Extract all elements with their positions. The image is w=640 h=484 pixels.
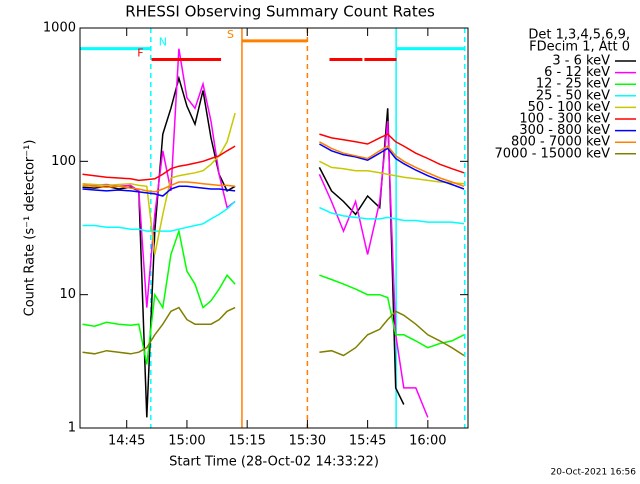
x-tick-label: 15:45 — [349, 434, 386, 449]
legend-header: Det 1,3,4,5,6,9, — [528, 28, 630, 43]
flag-label: N — [159, 36, 167, 49]
plot-frame — [79, 27, 469, 429]
y-tick-label: 1 — [68, 421, 76, 436]
legend-header: FDecim 1, Att 0 — [529, 40, 630, 55]
y-tick-label: 10 — [59, 287, 76, 302]
flag-label: S — [227, 28, 234, 41]
legend-label: 12 - 25 keV — [536, 77, 610, 92]
series-line — [82, 200, 465, 232]
chart-title: RHESSI Observing Summary Count Rates — [125, 3, 435, 21]
legend-label: 100 - 300 keV — [519, 112, 610, 127]
series-line — [82, 141, 465, 193]
series-line — [82, 133, 465, 182]
x-tick-label: 15:30 — [289, 434, 326, 449]
legend-label: 800 - 7000 keV — [511, 135, 610, 150]
legend-label: 300 - 800 keV — [519, 123, 610, 138]
legend-label: 3 - 6 keV — [552, 54, 610, 69]
legend-label: 25 - 50 keV — [536, 88, 610, 103]
flag-label: F — [137, 47, 143, 60]
series-line — [82, 112, 465, 255]
legend-label: 7000 - 15000 keV — [495, 146, 611, 161]
y-tick-label: 100 — [51, 154, 76, 169]
x-tick-label: 15:00 — [168, 434, 205, 449]
y-axis-label: Count Rate (s⁻¹ detector⁻¹) — [23, 140, 38, 317]
x-tick-label: 14:45 — [108, 434, 145, 449]
footer: 20-Oct-2021 16:56 — [551, 468, 637, 478]
x-axis-label: Start Time (28-Oct-02 14:33:22) — [169, 455, 379, 470]
series-line — [82, 143, 465, 197]
plot-area — [80, 28, 466, 428]
series-line — [82, 306, 465, 357]
legend-label: 6 - 12 keV — [544, 65, 610, 80]
legend-label: 50 - 100 keV — [528, 100, 611, 115]
series-line — [82, 75, 405, 418]
x-tick-label: 16:00 — [409, 434, 446, 449]
y-tick-label: 1000 — [43, 21, 76, 36]
x-tick-label: 15:15 — [228, 434, 265, 449]
